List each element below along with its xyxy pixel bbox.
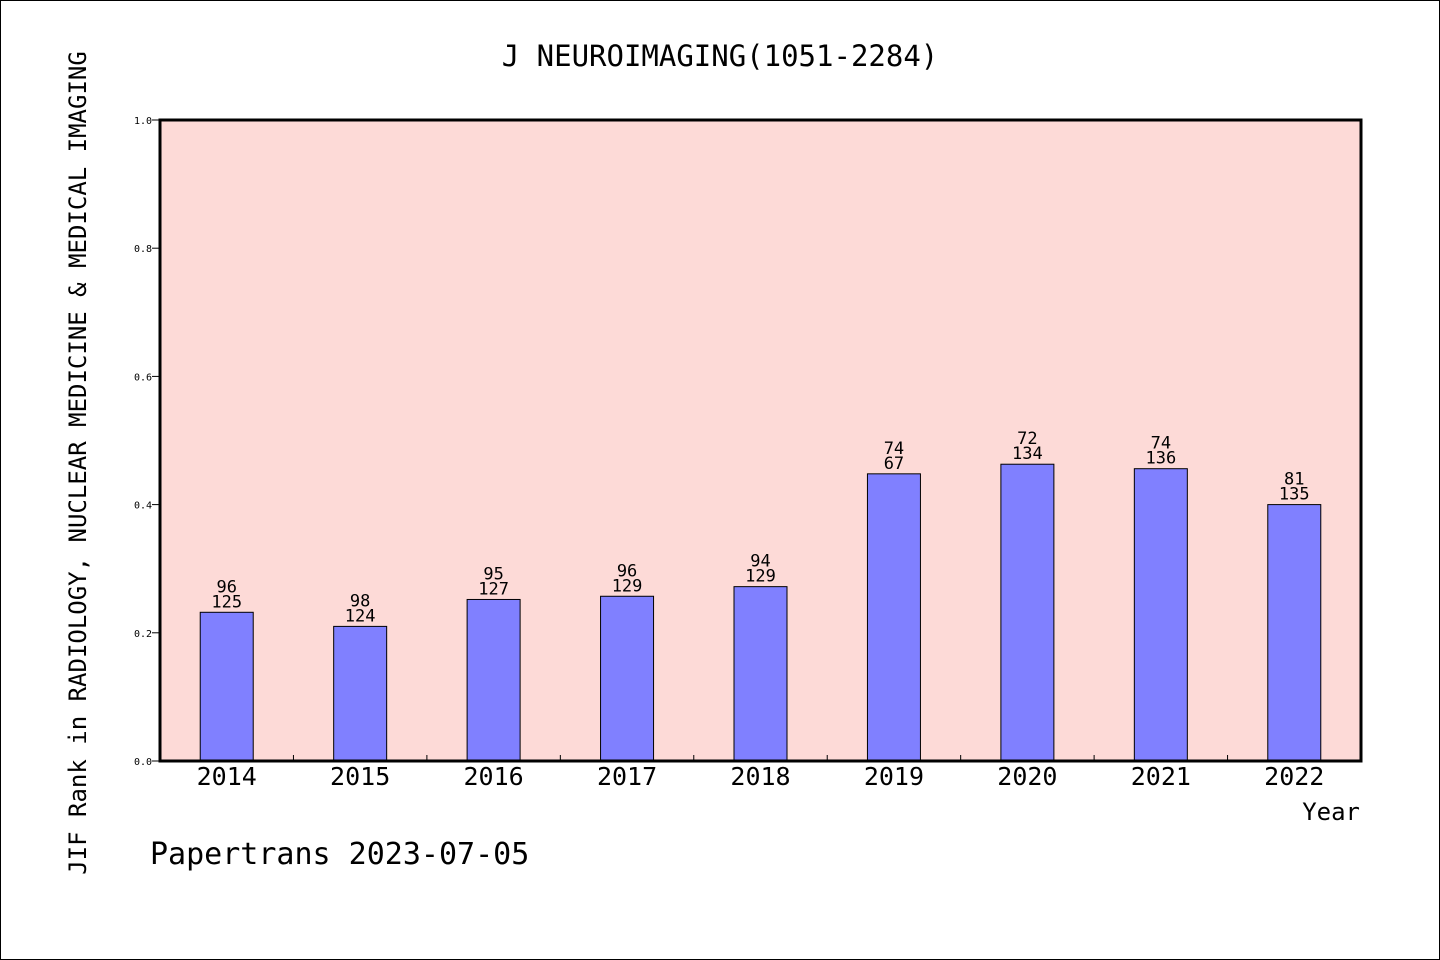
bar-2021 xyxy=(1133,468,1188,762)
x-tick-label: 2018 xyxy=(730,762,790,791)
bar-rank-label: 98 xyxy=(350,591,370,611)
x-tick-label: 2021 xyxy=(1131,762,1191,791)
x-tick-label: 2014 xyxy=(197,762,257,791)
bar-total-label: 129 xyxy=(612,576,643,596)
y-tick-label: 0.0 xyxy=(134,757,152,768)
x-axis-label: Year xyxy=(1302,798,1360,826)
plot-border xyxy=(158,118,1363,763)
y-axis-label: JIF Rank in RADIOLOGY, NUCLEAR MEDICINE … xyxy=(64,51,92,875)
y-tick-label: 0.8 xyxy=(134,244,152,255)
y-tick-label: 0.6 xyxy=(134,372,152,383)
x-tick-label: 2016 xyxy=(464,762,524,791)
bar-rank-label: 95 xyxy=(483,564,503,584)
bar-rank-label: 72 xyxy=(1017,429,1037,449)
x-axis-ticks: 2014 2015 2016 2017 2018 2019 2020 2021 2022 xyxy=(197,755,1324,791)
bar-rank-label: 74 xyxy=(1151,434,1171,454)
bar-rank-label: 96 xyxy=(617,561,637,581)
bar-total-label: 136 xyxy=(1145,449,1176,469)
x-tick-label: 2022 xyxy=(1264,762,1324,791)
bar-total-label: 129 xyxy=(745,567,776,587)
bar-2019 xyxy=(866,473,921,762)
bar-2018 xyxy=(733,586,788,762)
bar-2015 xyxy=(333,625,388,762)
bar-total-label: 67 xyxy=(884,454,904,474)
y-tick-label: 0.4 xyxy=(134,501,152,512)
bar-total-label: 127 xyxy=(478,579,509,599)
x-tick-label: 2017 xyxy=(597,762,657,791)
bar-total-label: 135 xyxy=(1279,485,1310,505)
bar-total-label: 134 xyxy=(1012,444,1043,464)
bar-rank-label: 74 xyxy=(884,439,904,459)
bar-2022 xyxy=(1267,504,1322,762)
y-axis-ticks: 0.0 0.2 0.4 0.6 0.8 1.0 xyxy=(134,116,160,768)
bar-total-label: 124 xyxy=(345,606,376,626)
x-tick-label: 2015 xyxy=(330,762,390,791)
bar-rank-label: 94 xyxy=(750,552,770,572)
bar-2020 xyxy=(1000,463,1055,762)
bar-2014 xyxy=(199,611,254,762)
y-tick-label: 0.2 xyxy=(134,629,152,640)
bar-rank-label: 81 xyxy=(1284,470,1304,490)
footer-credit: Papertrans 2023-07-05 xyxy=(150,837,529,872)
bar-2017 xyxy=(600,595,655,762)
chart-title: J NEUROIMAGING(1051-2284) xyxy=(502,39,939,73)
y-tick-label: 1.0 xyxy=(134,116,152,127)
bar-total-label: 125 xyxy=(211,592,242,612)
x-tick-label: 2019 xyxy=(864,762,924,791)
bar-rank-label: 96 xyxy=(216,577,236,597)
x-tick-label: 2020 xyxy=(997,762,1057,791)
bar-2016 xyxy=(466,598,521,762)
